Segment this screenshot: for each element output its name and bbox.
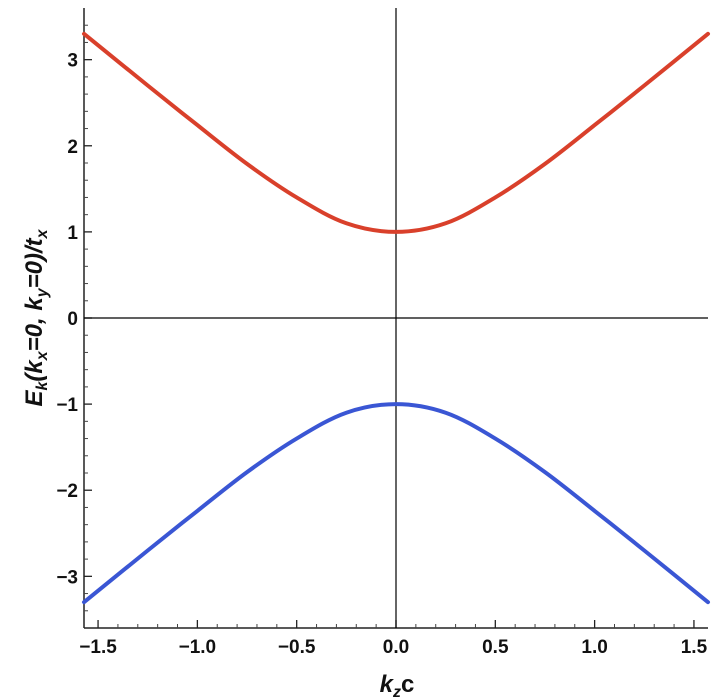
x-tick-label: −1.5 bbox=[79, 637, 117, 658]
x-tick-label: −1.0 bbox=[179, 637, 217, 658]
y-tick-label: 2 bbox=[67, 137, 78, 158]
y-tick-label: 0 bbox=[67, 309, 78, 330]
x-tick-label: 1.5 bbox=[681, 637, 708, 658]
x-axis-title: kzc bbox=[380, 671, 415, 700]
upper-band-curve bbox=[82, 31, 710, 234]
tick-labels: −1.5 −1.0 −0.5 0.0 0.5 1.0 1.5 −3 −2 −1 0 1 2 3 bbox=[56, 51, 707, 658]
axis-ticks bbox=[84, 24, 695, 628]
zero-axis-lines bbox=[84, 8, 708, 628]
x-tick-label: 0.5 bbox=[482, 637, 509, 658]
y-tick-label: −2 bbox=[56, 481, 78, 502]
y-tick-label: 3 bbox=[67, 51, 78, 72]
y-tick-label: −3 bbox=[56, 567, 78, 588]
y-tick-label: 1 bbox=[67, 223, 78, 244]
lower-band-curve bbox=[82, 402, 710, 605]
y-axis-title: Ek(kx=0, ky=0)/tx bbox=[21, 228, 51, 406]
x-tick-label: 0.0 bbox=[383, 637, 409, 658]
x-tick-label: −0.5 bbox=[278, 637, 316, 658]
y-tick-label: −1 bbox=[56, 395, 78, 416]
series-curves bbox=[82, 31, 710, 605]
x-tick-label: 1.0 bbox=[581, 637, 607, 658]
